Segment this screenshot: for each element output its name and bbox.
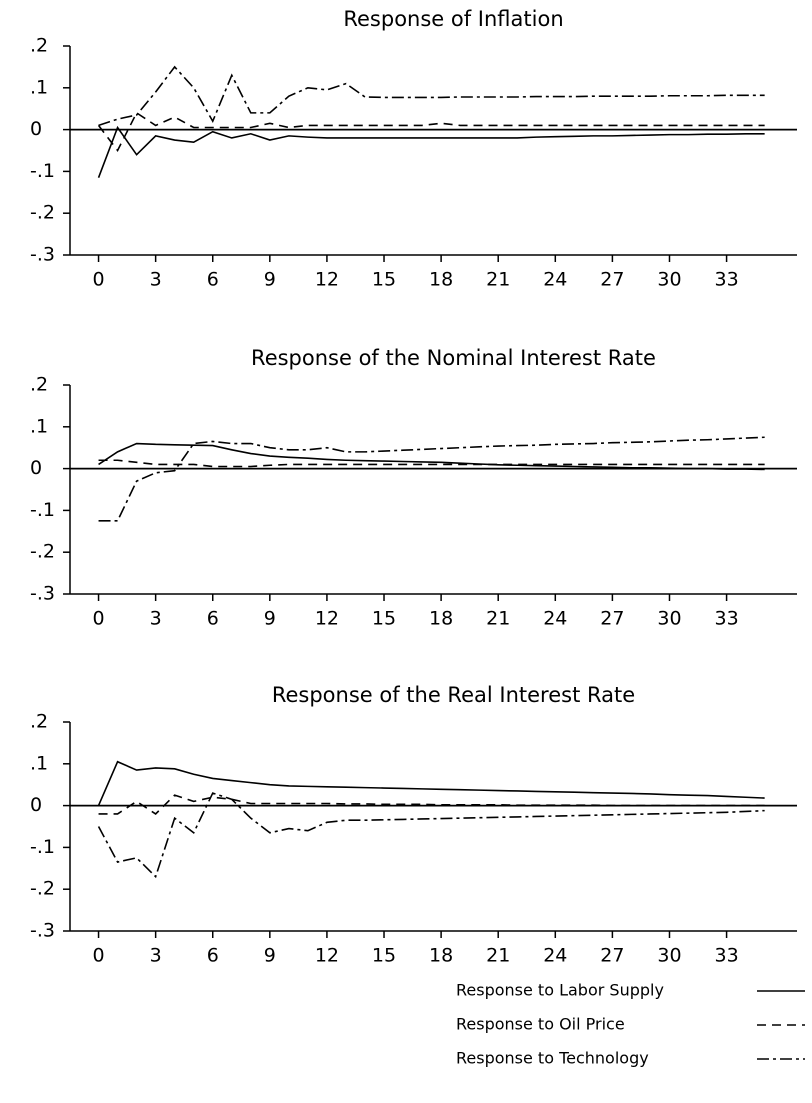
series-line — [97, 760, 765, 806]
series-line — [98, 794, 765, 815]
legend-label: Response to Oil Price — [456, 1015, 625, 1034]
x-tick-label: 27 — [600, 945, 624, 967]
y-tick-label: -.3 — [30, 583, 55, 605]
y-tick-label: .1 — [30, 752, 48, 774]
y-tick-label: -.1 — [30, 836, 55, 858]
chart-title: Response of the Nominal Interest Rate — [251, 346, 656, 370]
y-tick-label: .1 — [30, 76, 48, 98]
y-tick-label: -.1 — [30, 499, 55, 521]
x-tick-label: 3 — [150, 608, 162, 630]
y-tick-label: .2 — [30, 35, 48, 57]
x-tick-label: 0 — [93, 608, 105, 630]
x-tick-label: 3 — [150, 945, 162, 967]
y-tick-label: .1 — [30, 415, 48, 437]
x-tick-label: 18 — [429, 945, 453, 967]
x-tick-label: 6 — [207, 269, 219, 291]
x-tick-label: 27 — [600, 269, 624, 291]
x-tick-label: 24 — [543, 269, 567, 291]
x-tick-label: 9 — [264, 608, 276, 630]
x-tick-label: 33 — [714, 608, 738, 630]
x-tick-label: 27 — [600, 608, 624, 630]
y-tick-label: .2 — [30, 711, 48, 733]
series-line — [98, 65, 765, 127]
series-line — [97, 111, 765, 153]
x-tick-label: 24 — [543, 608, 567, 630]
x-tick-label: 18 — [429, 269, 453, 291]
chart-title: Response of Inflation — [343, 7, 563, 31]
legend-label: Response to Technology — [456, 1049, 649, 1068]
y-tick-label: 0 — [30, 118, 42, 140]
x-tick-label: 18 — [429, 608, 453, 630]
x-tick-label: 9 — [264, 945, 276, 967]
x-tick-label: 6 — [207, 608, 219, 630]
series-line — [98, 442, 765, 471]
series-line — [98, 459, 765, 468]
x-tick-label: 30 — [657, 269, 681, 291]
x-tick-label: 15 — [372, 269, 396, 291]
y-tick-label: -.1 — [30, 160, 55, 182]
x-tick-label: 9 — [264, 269, 276, 291]
x-tick-label: 21 — [486, 945, 510, 967]
x-tick-label: 12 — [315, 945, 339, 967]
x-tick-label: 21 — [486, 608, 510, 630]
x-tick-label: 33 — [714, 269, 738, 291]
x-tick-label: 30 — [657, 945, 681, 967]
y-tick-label: 0 — [30, 794, 42, 816]
legend-label: Response to Labor Supply — [456, 981, 664, 1000]
series-line — [97, 792, 765, 879]
x-tick-label: 33 — [714, 945, 738, 967]
y-tick-label: -.2 — [30, 202, 55, 224]
x-tick-label: 30 — [657, 608, 681, 630]
y-tick-label: .2 — [30, 374, 48, 396]
x-tick-label: 24 — [543, 945, 567, 967]
y-tick-label: -.3 — [30, 244, 55, 266]
x-tick-label: 6 — [207, 945, 219, 967]
x-tick-label: 12 — [315, 269, 339, 291]
y-tick-label: -.2 — [30, 878, 55, 900]
x-tick-label: 12 — [315, 608, 339, 630]
y-tick-label: -.3 — [30, 920, 55, 942]
series-line — [98, 436, 765, 522]
series-line — [97, 125, 765, 178]
x-tick-label: 0 — [93, 945, 105, 967]
x-tick-label: 15 — [372, 608, 396, 630]
y-tick-label: 0 — [30, 457, 42, 479]
x-tick-label: 21 — [486, 269, 510, 291]
x-tick-label: 15 — [372, 945, 396, 967]
chart-title: Response of the Real Interest Rate — [272, 683, 635, 707]
x-tick-label: 3 — [150, 269, 162, 291]
x-tick-label: 0 — [93, 269, 105, 291]
y-tick-label: -.2 — [30, 541, 55, 563]
